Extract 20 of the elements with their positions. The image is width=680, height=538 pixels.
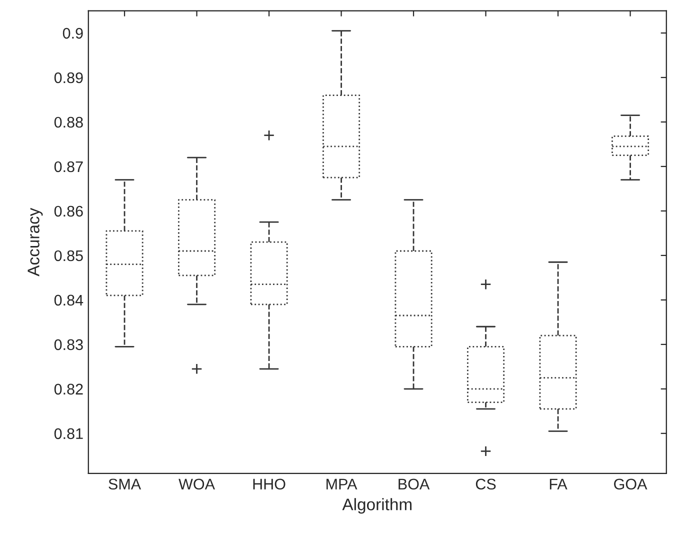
y-tick-label: 0.81 <box>54 428 83 440</box>
y-tick-label: 0.82 <box>54 384 83 395</box>
x-tick-label: GOA <box>614 478 648 490</box>
y-tick-label: 0.84 <box>54 294 84 306</box>
y-tick-label: 0.87 <box>54 161 83 172</box>
x-tick-label: FA <box>550 478 568 490</box>
x-tick-label: MPA <box>326 478 358 490</box>
y-tick-label: 0.9 <box>62 28 83 39</box>
x-tick-label: BOA <box>398 478 430 490</box>
y-tick-label: 0.88 <box>54 116 83 128</box>
y-axis-title: Accuracy <box>28 208 43 276</box>
x-tick-label: WOA <box>178 478 215 490</box>
y-tick-label: 0.85 <box>54 250 83 262</box>
x-axis-title: Algorithm <box>342 498 412 514</box>
x-tick-label: HHO <box>253 478 286 490</box>
y-tick-label: 0.89 <box>54 72 83 84</box>
y-tick-label: 0.86 <box>54 206 83 217</box>
x-tick-label: CS <box>476 478 496 490</box>
y-tick-label: 0.83 <box>54 339 83 350</box>
x-tick-label: SMA <box>108 478 142 490</box>
